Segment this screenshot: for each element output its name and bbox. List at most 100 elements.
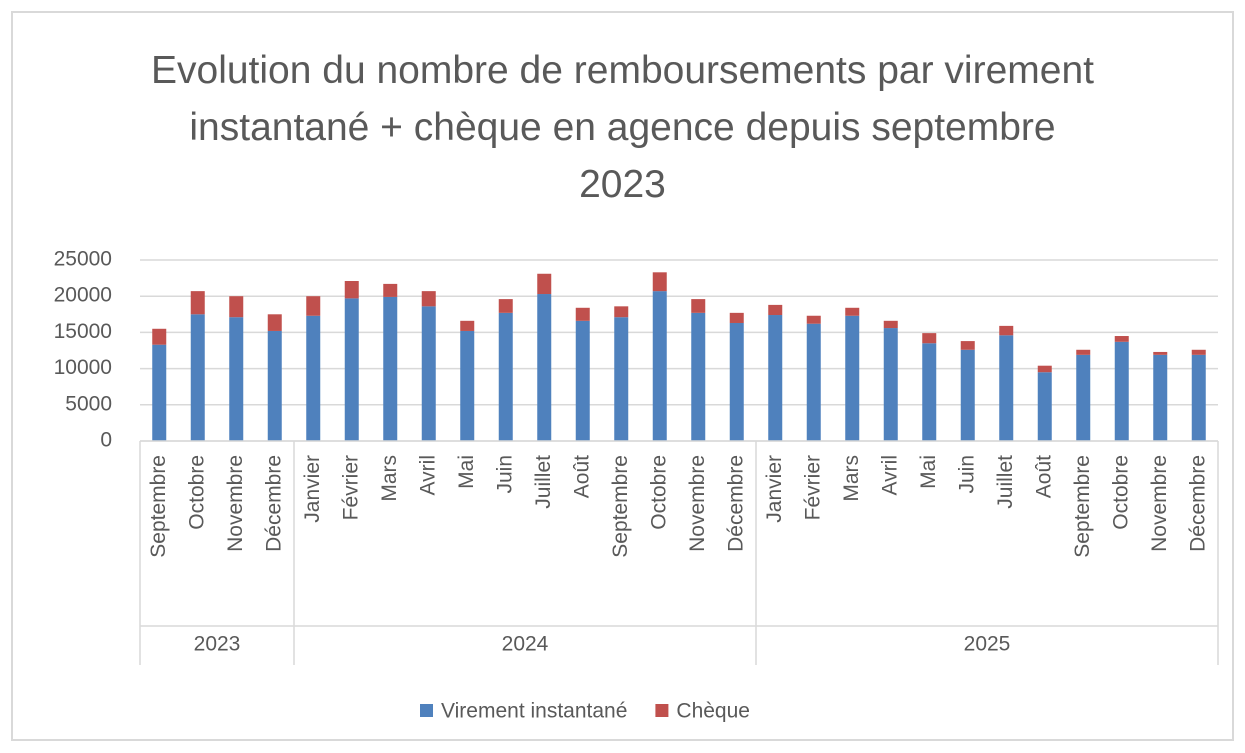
bar-segment: [922, 333, 937, 344]
bar-segment: [729, 322, 744, 441]
x-tick-label: Octobre: [185, 455, 208, 530]
legend-swatch: [420, 704, 433, 717]
bar-segment: [537, 273, 552, 295]
bar-segment: [768, 304, 783, 316]
bar-segment: [421, 291, 436, 307]
x-tick-label: Août: [1032, 455, 1055, 498]
bar-segment: [1191, 354, 1206, 441]
y-tick-label: 15000: [54, 320, 112, 343]
y-tick-label: 25000: [54, 248, 112, 271]
group-label: 2024: [502, 633, 549, 656]
bar-segment: [460, 320, 475, 331]
bar-segment: [691, 312, 706, 441]
bar-segment: [383, 296, 398, 441]
bar-segment: [960, 341, 975, 350]
x-tick-label: Mai: [917, 455, 940, 489]
x-tick-label: Mars: [840, 455, 863, 502]
chart-title: Evolution du nombre de remboursements pa…: [151, 49, 1094, 206]
x-tick-label: Mai: [455, 455, 478, 489]
bar-segment: [344, 298, 359, 441]
bar-segment: [537, 294, 552, 441]
bar-segment: [999, 335, 1014, 441]
bar-segment: [498, 299, 513, 313]
y-tick-label: 5000: [65, 392, 112, 415]
x-tick-label: Décembre: [724, 455, 747, 552]
bar-segment: [883, 328, 898, 441]
x-tick-label: Février: [801, 455, 824, 520]
x-tick-label: Janvier: [301, 455, 324, 523]
bar-segment: [729, 312, 744, 323]
x-tick-label: Décembre: [262, 455, 285, 552]
x-tick-label: Septembre: [147, 455, 170, 558]
bar-segment: [190, 291, 205, 315]
chart-border: [11, 11, 1234, 741]
bar-segment: [306, 315, 321, 441]
x-tick-label: Septembre: [609, 455, 632, 558]
y-tick-label: 0: [100, 429, 112, 452]
x-tick-label: Octobre: [1109, 455, 1132, 530]
x-tick-label: Mars: [378, 455, 401, 502]
bar-segment: [614, 306, 629, 318]
bar-segment: [1153, 351, 1168, 355]
bar-segment: [152, 328, 167, 345]
legend-label: Virement instantané: [441, 700, 627, 723]
x-tick-label: Décembre: [1186, 455, 1209, 552]
bar-segment: [152, 344, 167, 441]
legend-swatch: [655, 704, 669, 717]
bar-segment: [1114, 336, 1129, 342]
bar-segment: [845, 307, 860, 316]
x-tick-label: Novembre: [224, 455, 247, 552]
bar-segment: [267, 330, 282, 441]
bar-segment: [768, 315, 783, 441]
bar-segment: [1191, 349, 1206, 355]
bar-segment: [883, 320, 898, 329]
bar-segment: [229, 317, 244, 441]
x-tick-label: Avril: [416, 455, 439, 495]
bar-segment: [421, 306, 436, 441]
x-tick-label: Février: [339, 455, 362, 520]
x-tick-label: Juillet: [532, 455, 555, 509]
x-tick-label: Octobre: [647, 455, 670, 530]
bar-segment: [575, 320, 590, 441]
bar-segment: [806, 323, 821, 441]
bar-segment: [845, 315, 860, 441]
y-tick-label: 10000: [54, 356, 112, 379]
bar-segment: [575, 307, 590, 321]
bar-segment: [1153, 354, 1168, 441]
bar-segment: [1037, 372, 1052, 441]
x-tick-label: Juillet: [994, 455, 1017, 509]
bar-segment: [383, 283, 398, 297]
bar-segment: [1076, 354, 1091, 441]
legend-label: Chèque: [676, 700, 750, 723]
bar-segment: [960, 349, 975, 441]
x-tick-label: Juin: [493, 455, 516, 494]
group-label: 2025: [964, 633, 1011, 656]
bar-segment: [267, 314, 282, 331]
y-tick-label: 20000: [54, 284, 112, 307]
bar-segment: [1114, 341, 1129, 441]
x-tick-label: Juin: [955, 455, 978, 494]
bar-segment: [652, 291, 667, 441]
bar-segment: [806, 315, 821, 324]
bar-segment: [1037, 365, 1052, 373]
bar-segment: [498, 312, 513, 441]
bar-segment: [614, 317, 629, 441]
bar-segment: [344, 280, 359, 299]
bar-segment: [460, 330, 475, 441]
x-tick-label: Août: [570, 455, 593, 498]
bar-segment: [999, 325, 1014, 336]
bar-segment: [652, 272, 667, 292]
x-tick-label: Avril: [878, 455, 901, 495]
bar-segment: [691, 299, 706, 313]
bar-segment: [190, 314, 205, 441]
bar-segment: [1076, 349, 1091, 355]
group-label: 2023: [194, 633, 241, 656]
bar-segment: [922, 343, 937, 441]
bar-segment: [229, 296, 244, 318]
bar-segment: [306, 296, 321, 316]
x-tick-label: Novembre: [1148, 455, 1171, 552]
x-tick-label: Novembre: [686, 455, 709, 552]
x-tick-label: Janvier: [763, 455, 786, 523]
